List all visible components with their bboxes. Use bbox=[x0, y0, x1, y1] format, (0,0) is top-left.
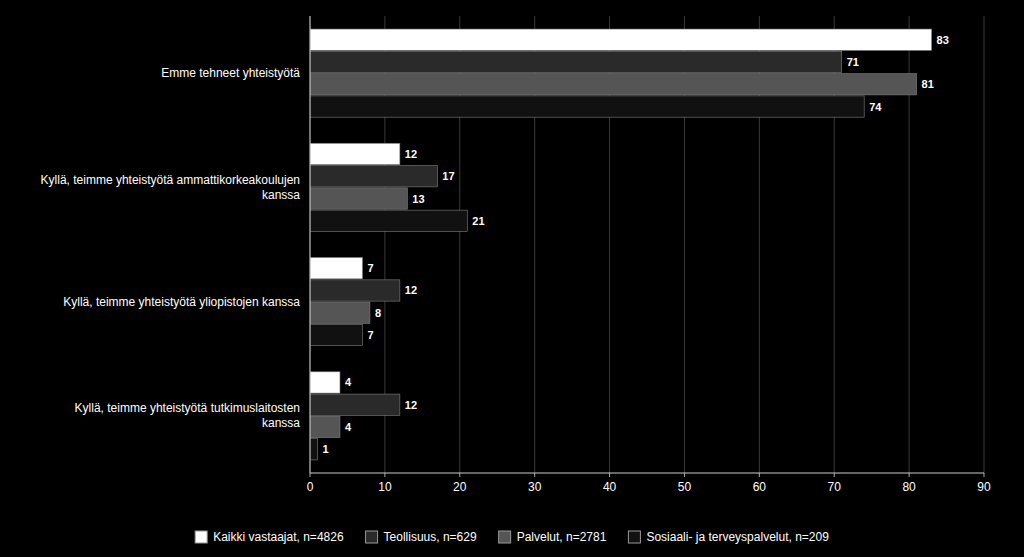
y-axis-line bbox=[310, 16, 311, 473]
x-tick-label: 50 bbox=[678, 480, 692, 494]
tick-mark bbox=[534, 473, 535, 477]
x-tick-label: 60 bbox=[753, 480, 767, 494]
legend-label: Palvelut, n=2781 bbox=[517, 530, 607, 544]
bar bbox=[310, 324, 362, 345]
legend-item: Palvelut, n=2781 bbox=[499, 530, 607, 544]
legend-label: Sosiaali- ja terveyspalvelut, n=209 bbox=[646, 530, 829, 544]
tick-mark bbox=[459, 473, 460, 477]
legend-item: Kaikki vastaajat, n=4826 bbox=[195, 530, 344, 544]
bar bbox=[310, 372, 340, 393]
legend-label: Kaikki vastaajat, n=4826 bbox=[213, 530, 344, 544]
x-tick-label: 90 bbox=[977, 480, 991, 494]
tick-mark bbox=[684, 473, 685, 477]
data-label: 8 bbox=[375, 307, 381, 319]
legend-label: Teollisuus, n=629 bbox=[384, 530, 477, 544]
bar bbox=[310, 439, 317, 460]
legend: Kaikki vastaajat, n=4826 Teollisuus, n=62… bbox=[195, 530, 829, 544]
category-label: Kyllä, teimme yhteistyötä tutkimuslaitos… bbox=[75, 401, 301, 430]
tick-mark bbox=[984, 473, 985, 477]
chart-svg: 0102030405060708090831274711712128113847… bbox=[0, 0, 1024, 557]
data-label: 13 bbox=[412, 193, 424, 205]
legend-swatch bbox=[195, 531, 207, 543]
bar bbox=[310, 143, 400, 164]
bars bbox=[310, 29, 932, 460]
data-label: 21 bbox=[472, 215, 484, 227]
data-label: 71 bbox=[847, 56, 859, 68]
data-label: 12 bbox=[405, 148, 417, 160]
x-tick-label: 80 bbox=[902, 480, 916, 494]
data-label: 4 bbox=[345, 376, 352, 388]
bar bbox=[310, 166, 437, 187]
data-label: 4 bbox=[345, 421, 352, 433]
legend-swatch bbox=[499, 531, 511, 543]
x-tick-label: 40 bbox=[603, 480, 617, 494]
data-label: 7 bbox=[367, 262, 373, 274]
bar bbox=[310, 416, 340, 437]
x-tick-label: 0 bbox=[307, 480, 314, 494]
legend-swatch bbox=[366, 531, 378, 543]
bar bbox=[310, 188, 407, 209]
bar bbox=[310, 210, 467, 231]
x-ticks: 0 10 20 30 40 50 60 70 80 90 bbox=[307, 473, 991, 494]
category-label-line: kanssa bbox=[262, 188, 300, 202]
grid-line bbox=[310, 16, 311, 473]
grid bbox=[310, 16, 984, 473]
tick-mark bbox=[384, 473, 385, 477]
data-label: 1 bbox=[322, 443, 328, 455]
bar bbox=[310, 96, 864, 117]
background bbox=[0, 0, 1024, 557]
category-label: Kyllä, teimme yhteistyötä yliopistojen k… bbox=[63, 295, 300, 309]
category-label-line: Emme tehneet yhteistyötä bbox=[161, 66, 300, 80]
category-label-line: Kyllä, teimme yhteistyötä ammattikorkeak… bbox=[41, 173, 300, 187]
legend-item: Teollisuus, n=629 bbox=[366, 530, 477, 544]
bar bbox=[310, 394, 400, 415]
tick-mark bbox=[909, 473, 910, 477]
data-label: 17 bbox=[442, 170, 454, 182]
category-label-line: Kyllä, teimme yhteistyötä yliopistojen k… bbox=[63, 295, 300, 309]
bar bbox=[310, 280, 400, 301]
x-axis-line bbox=[310, 473, 984, 474]
bar bbox=[310, 74, 917, 95]
tick-mark bbox=[834, 473, 835, 477]
x-tick-label: 30 bbox=[528, 480, 542, 494]
data-label: 7 bbox=[367, 329, 373, 341]
data-labels: 83127471171212811384742171 bbox=[322, 34, 948, 456]
x-tick-label: 10 bbox=[378, 480, 392, 494]
bar bbox=[310, 258, 362, 279]
bar bbox=[310, 51, 842, 72]
category-label: Kyllä, teimme yhteistyötä ammattikorkeak… bbox=[41, 173, 301, 202]
data-label: 74 bbox=[869, 101, 882, 113]
data-label: 83 bbox=[937, 34, 949, 46]
legend-item: Sosiaali- ja terveyspalvelut, n=209 bbox=[628, 530, 829, 544]
bar bbox=[310, 302, 370, 323]
tick-mark bbox=[310, 473, 311, 477]
x-tick-label: 70 bbox=[828, 480, 842, 494]
legend-swatch bbox=[628, 531, 640, 543]
grid-line bbox=[984, 16, 985, 473]
y-tick-labels: Emme tehneet yhteistyötä Kyllä, teimme yh… bbox=[41, 66, 301, 430]
bar bbox=[310, 29, 932, 50]
data-label: 81 bbox=[922, 78, 934, 90]
x-tick-label: 20 bbox=[453, 480, 467, 494]
data-label: 12 bbox=[405, 399, 417, 411]
category-label: Emme tehneet yhteistyötä bbox=[161, 66, 300, 80]
data-label: 12 bbox=[405, 284, 417, 296]
category-label-line: kanssa bbox=[262, 416, 300, 430]
tick-mark bbox=[609, 473, 610, 477]
category-label-line: Kyllä, teimme yhteistyötä tutkimuslaitos… bbox=[75, 401, 300, 415]
tick-mark bbox=[759, 473, 760, 477]
chart-container: 0102030405060708090831274711712128113847… bbox=[0, 0, 1024, 557]
